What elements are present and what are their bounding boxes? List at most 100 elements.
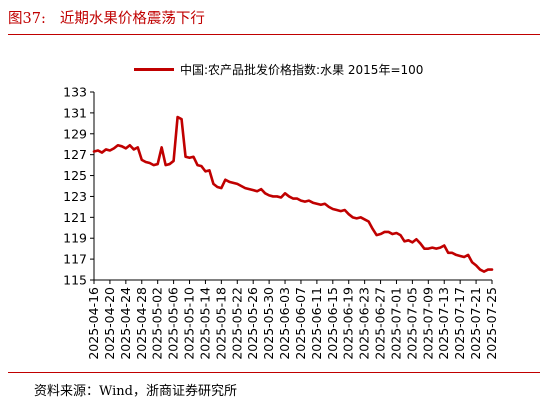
data-point — [149, 162, 151, 164]
legend-label: 中国:农产品批发价格指数:水果 2015年=100 — [180, 63, 424, 77]
data-point — [109, 149, 111, 152]
chart-legend: 中国:农产品批发价格指数:水果 2015年=100 — [134, 61, 423, 78]
data-point — [415, 238, 417, 240]
data-point — [196, 164, 199, 166]
data-point — [439, 247, 441, 249]
data-point — [268, 194, 270, 196]
data-point — [272, 195, 274, 198]
y-tick-label: 131 — [63, 105, 87, 120]
x-tick-label: 2025-05-06 — [166, 287, 181, 360]
series-line — [92, 115, 494, 273]
y-tick-label: 117 — [63, 252, 87, 267]
data-point — [200, 165, 203, 167]
data-point — [475, 264, 477, 266]
x-tick-label: 2025-04-24 — [118, 287, 133, 360]
data-point — [336, 209, 338, 211]
data-point — [165, 164, 167, 166]
data-point — [212, 183, 214, 185]
data-point — [256, 190, 258, 192]
line-chart: 115 117 119 121 123 125 127 129 131 133 2025-04-1… — [63, 85, 499, 360]
plot-area — [92, 115, 494, 273]
data-point — [364, 218, 366, 221]
figure-title-text: 近期水果价格震荡下行 — [59, 11, 205, 27]
data-point — [157, 163, 159, 165]
data-point — [244, 187, 246, 189]
data-point — [153, 164, 155, 166]
x-tick-label: 2025-06-23 — [357, 287, 372, 360]
data-point — [236, 183, 238, 185]
x-tick-label: 2025-05-26 — [245, 287, 260, 360]
data-point — [427, 248, 429, 250]
x-tick-label: 2025-07-09 — [420, 287, 435, 360]
data-point — [316, 203, 318, 205]
data-point — [447, 252, 449, 254]
x-tick-label: 2025-07-05 — [404, 287, 419, 360]
figure-title: 图37: 近期水果价格震荡下行 — [8, 7, 205, 28]
y-tick-label: 129 — [63, 126, 87, 141]
x-tick-label: 2025-05-22 — [229, 287, 244, 360]
data-point — [192, 156, 195, 158]
x-tick-label: 2025-06-19 — [341, 287, 356, 360]
y-tick-label: 125 — [63, 168, 87, 183]
data-point — [467, 254, 469, 256]
data-point — [379, 233, 382, 235]
data-point — [276, 195, 278, 198]
data-point — [184, 156, 187, 158]
data-point — [344, 209, 346, 211]
data-point — [232, 182, 234, 184]
data-point — [348, 213, 350, 215]
data-point — [455, 254, 457, 256]
data-point — [137, 146, 139, 148]
y-tick-label: 123 — [63, 189, 87, 204]
data-point — [423, 248, 425, 250]
data-point — [431, 247, 433, 249]
data-point — [141, 159, 143, 161]
data-point — [105, 148, 107, 151]
data-point — [300, 200, 302, 202]
data-point — [479, 268, 481, 271]
y-tick-label: 119 — [63, 231, 87, 246]
data-point — [125, 147, 127, 149]
y-tick-label: 121 — [63, 210, 87, 225]
data-point — [463, 256, 465, 258]
x-tick-label: 2025-05-18 — [213, 287, 228, 360]
data-point — [483, 271, 485, 273]
x-tick-label: 2025-07-13 — [436, 287, 451, 360]
data-point — [252, 189, 254, 191]
data-point — [375, 234, 378, 236]
data-point — [399, 234, 402, 236]
data-point — [419, 242, 421, 245]
data-point — [121, 145, 123, 147]
data-point — [296, 197, 298, 200]
x-tick-label: 2025-04-20 — [102, 287, 117, 360]
x-tick-label: 2025-05-14 — [197, 287, 212, 360]
data-point — [161, 146, 163, 148]
x-tick-label: 2025-04-28 — [134, 287, 149, 360]
data-point — [208, 169, 211, 171]
data-point — [216, 186, 218, 188]
data-point — [260, 188, 262, 190]
x-tick-label: 2025-05-02 — [150, 287, 165, 360]
x-tick-label: 2025-06-03 — [277, 287, 292, 360]
data-point — [129, 144, 131, 146]
data-point — [288, 195, 290, 198]
data-point — [387, 231, 390, 233]
data-point — [328, 206, 330, 208]
data-point — [435, 248, 437, 250]
x-tick-label: 2025-06-27 — [373, 287, 388, 360]
data-point — [240, 185, 242, 187]
data-point — [224, 179, 226, 181]
data-point — [169, 163, 171, 165]
data-point — [403, 240, 406, 242]
data-point — [220, 187, 222, 189]
y-axis: 115 117 119 121 123 125 127 129 131 133 — [63, 85, 95, 288]
y-tick-label: 133 — [63, 85, 87, 100]
data-point — [308, 200, 310, 202]
data-point — [93, 150, 95, 153]
data-point — [173, 160, 175, 162]
x-tick-label: 2025-06-15 — [325, 287, 340, 360]
y-tick-label: 115 — [63, 273, 87, 288]
figure-number: 图37: — [8, 11, 46, 27]
x-tick-label: 2025-06-07 — [293, 287, 308, 360]
data-point — [360, 216, 362, 218]
